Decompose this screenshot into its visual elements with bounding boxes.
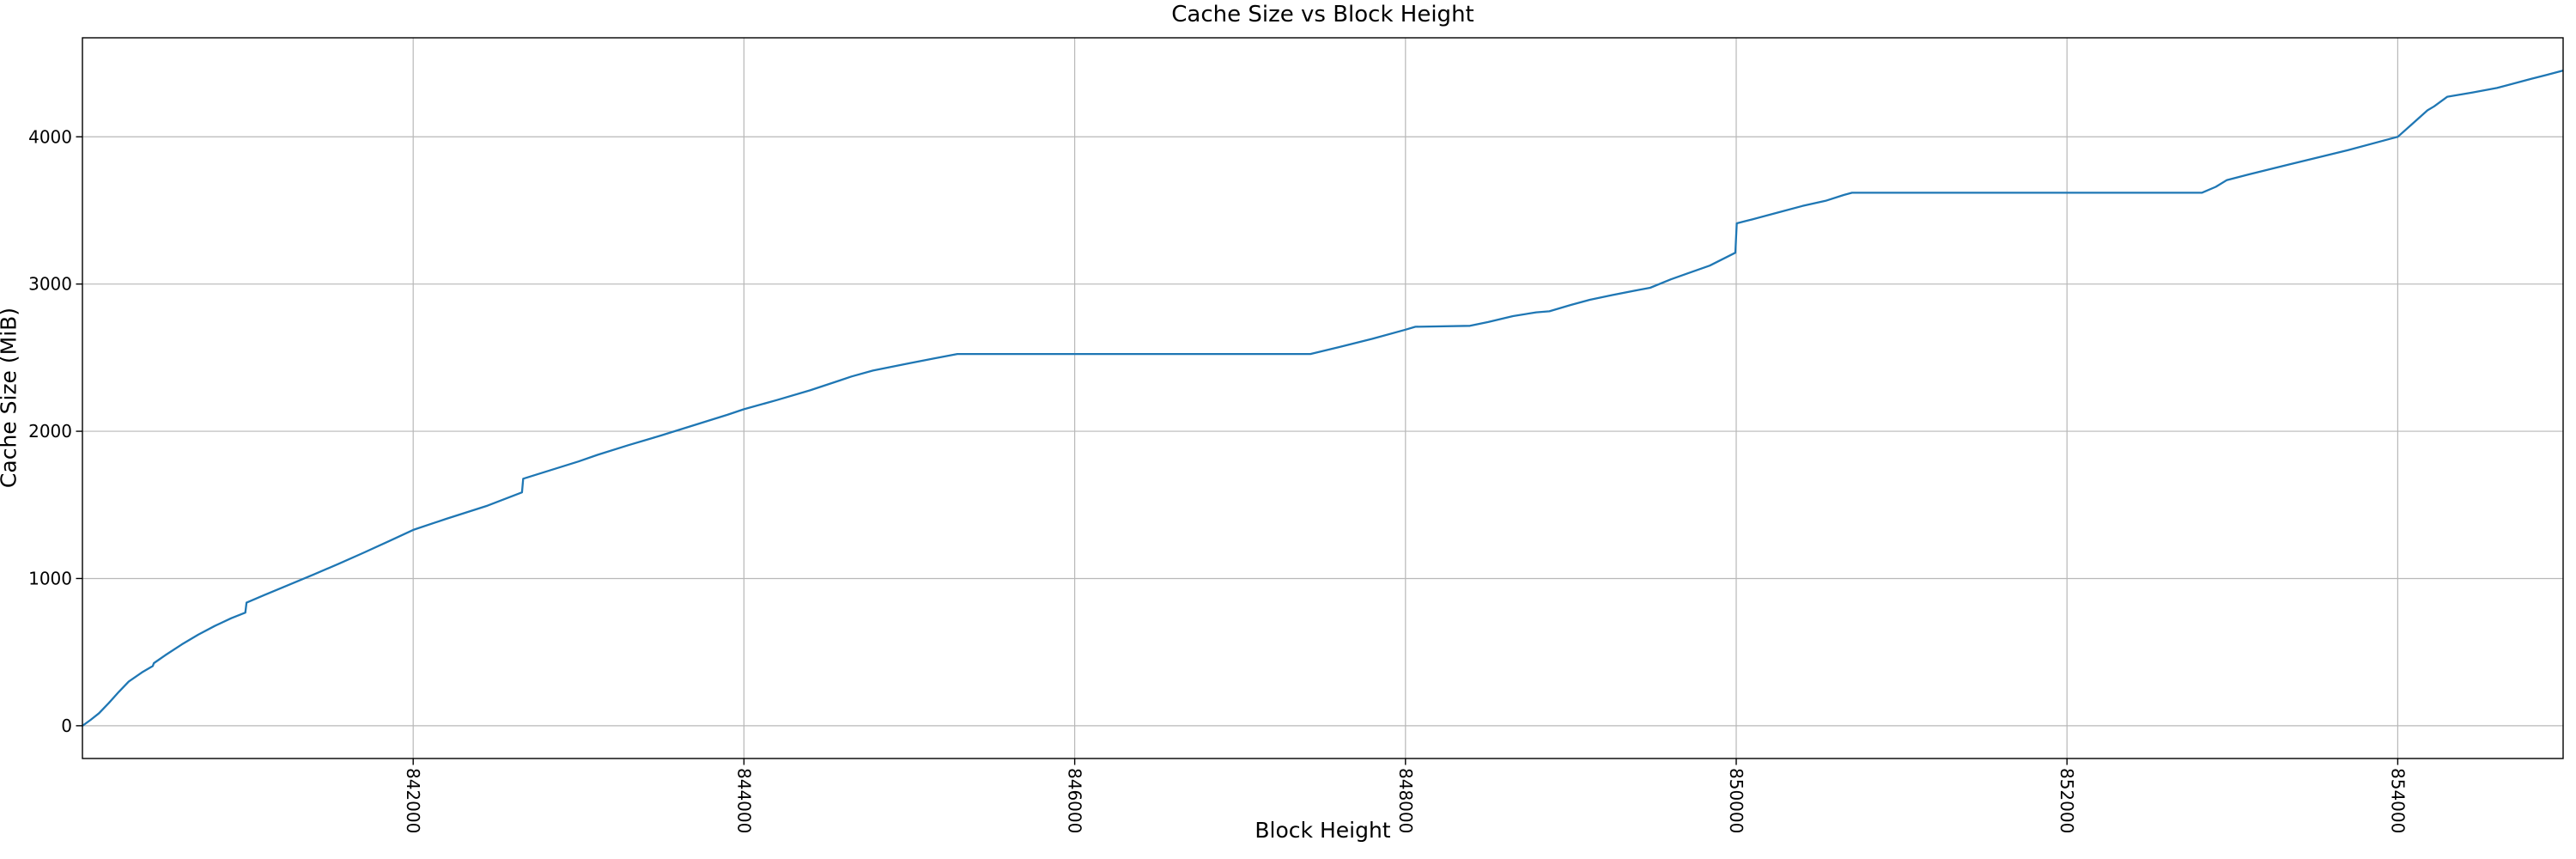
y-tick-label: 0 [61, 716, 72, 736]
x-tick-label: 848000 [1395, 768, 1416, 833]
x-axis-label: Block Height [1255, 818, 1391, 843]
chart-title: Cache Size vs Block Height [1171, 2, 1474, 27]
x-tick-label: 842000 [403, 768, 423, 833]
cache-size-line [82, 69, 2564, 727]
plot-border [82, 37, 2564, 759]
y-tick-label: 3000 [28, 274, 72, 295]
y-tick-label: 4000 [28, 126, 72, 147]
x-tick-label: 850000 [1726, 768, 1747, 833]
x-tick-label: 844000 [733, 768, 754, 833]
x-tick-label: 852000 [2057, 768, 2077, 833]
x-tick-label: 854000 [2387, 768, 2408, 833]
x-tick-label: 846000 [1065, 768, 1085, 833]
y-tick-label: 2000 [28, 421, 72, 442]
y-tick-label: 1000 [28, 568, 72, 588]
y-axis-label-text: Cache Size (MiB) [0, 307, 21, 489]
